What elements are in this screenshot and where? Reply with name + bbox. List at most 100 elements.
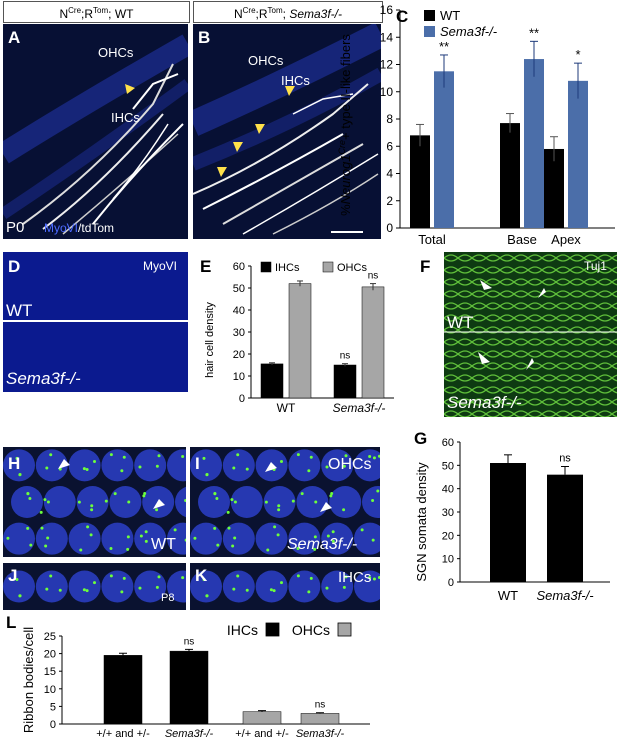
panel-d-stain: MyoVI xyxy=(143,259,178,273)
panel-h-cell xyxy=(167,522,186,555)
panel-b-ohc-label: OHCs xyxy=(248,53,284,68)
panel-i-ohc: OHCs xyxy=(328,456,372,473)
panel-j-ribbon xyxy=(18,594,22,598)
panel-i-ribbon xyxy=(376,489,380,493)
panel-c-sig: * xyxy=(575,47,580,62)
panel-j-cell xyxy=(68,570,101,603)
panel-h-ribbon xyxy=(44,544,48,548)
panel-i-ribbon xyxy=(236,453,240,457)
panel-c-xtick-label: Base xyxy=(507,232,537,247)
panel-d-ko: Sema3f-/- xyxy=(6,369,81,388)
panel-h-ribbon xyxy=(90,504,94,508)
panel-d-label: D xyxy=(8,257,21,276)
panel-e-sig: ns xyxy=(340,351,351,362)
panel-i-ribbon xyxy=(296,546,300,550)
panel-c-legend-label: Sema3f-/- xyxy=(440,24,498,39)
panel-h-ribbon xyxy=(82,467,86,471)
panel-i-ribbon xyxy=(342,508,346,512)
panel-e-xtick-label: Sema3f-/- xyxy=(333,401,386,415)
panel-c-ytick-label: 16 xyxy=(380,3,394,17)
panel-c-bar xyxy=(410,135,430,228)
panel-j-ribbon xyxy=(58,588,62,592)
panel-i-ribbon xyxy=(277,508,281,512)
panel-e-ytick-label: 0 xyxy=(239,393,245,405)
panel-i-cell xyxy=(222,449,255,482)
panel-i-ribbon xyxy=(232,466,236,470)
panel-g-ytick-label: 0 xyxy=(448,577,454,589)
panel-h-ribbon xyxy=(126,535,130,539)
panel-a-age: P0 xyxy=(6,219,25,236)
panel-h-cell xyxy=(35,449,68,482)
panel-l-ytick-label: 25 xyxy=(44,631,56,643)
panel-k-ribbon xyxy=(205,594,209,598)
panel-i-ribbon xyxy=(368,454,372,458)
panel-g-ytick-label: 30 xyxy=(442,507,454,519)
panel-c-sig: ** xyxy=(529,25,539,40)
panel-i-cell xyxy=(288,449,321,482)
panel-c-bar xyxy=(568,80,588,228)
panel-k-ribbon xyxy=(202,578,206,582)
panel-i-ribbon xyxy=(329,494,333,498)
panel-i-ribbon xyxy=(377,454,380,458)
panel-e-xtick-label: WT xyxy=(277,401,296,415)
panel-g-ytick-label: 50 xyxy=(442,460,454,472)
panel-g-label: G xyxy=(414,429,428,448)
panel-k-cell xyxy=(190,570,222,603)
panel-b-label: B xyxy=(198,28,211,47)
panel-l-ytick-label: 0 xyxy=(50,719,56,731)
panel-f-stain: Tuj1 xyxy=(584,259,607,273)
panel-k-cell xyxy=(288,570,321,603)
panel-i-ribbon xyxy=(205,473,209,477)
panel-c-xtick-label: Apex xyxy=(551,232,581,247)
panel-h-cells xyxy=(3,449,186,555)
panel-l-ytick-label: 15 xyxy=(44,666,56,678)
panel-c-legend-label: WT xyxy=(440,8,460,23)
panel-i-ribbon xyxy=(279,460,283,464)
panel-j-ribbon xyxy=(155,585,159,589)
panel-i-ribbon xyxy=(325,465,329,469)
panel-c-bar xyxy=(434,71,454,228)
panel-i-ribbon xyxy=(326,534,330,538)
panel-a-fibers xyxy=(3,34,188,235)
panel-a-header: NCre;RTom; WT xyxy=(3,1,190,23)
panel-H-arrow xyxy=(58,459,70,469)
panel-h-ribbon xyxy=(144,539,148,543)
panel-h-ribbon xyxy=(142,494,146,498)
panel-h-ribbon xyxy=(122,455,126,459)
panel-k-ribbon xyxy=(368,576,372,580)
panel-l-xtick-label: +/+ and +/- xyxy=(96,728,150,740)
panel-h-ribbon xyxy=(155,464,159,468)
panel-g-xtick-label: Sema3f-/- xyxy=(536,588,594,603)
panel-e-bar xyxy=(333,364,357,399)
panel-j-ribbon xyxy=(157,575,161,579)
panel-i-cell xyxy=(222,522,255,555)
panel-i-cells xyxy=(190,449,380,555)
panel-l-legend-swatch xyxy=(265,622,280,637)
panel-a-ihc-label: IHCs xyxy=(111,110,140,125)
panel-c-chart: %Neurog1Cre+ type II-like fibers 0 2 4 6 8 10… xyxy=(337,3,615,247)
panel-j-ribbon xyxy=(92,581,96,585)
panel-h-cell xyxy=(11,486,43,518)
panel-k-ribbon xyxy=(245,588,249,592)
panel-e-ytick-label: 60 xyxy=(233,261,245,273)
panel-k-label: K xyxy=(195,566,208,585)
panel-b-header: NCre;RTom; Sema3f-/- xyxy=(193,1,383,23)
panel-i-cell xyxy=(230,486,263,518)
panel-h-ribbon xyxy=(90,508,94,512)
panel-h-ribbon xyxy=(49,453,53,457)
panel-k-cell xyxy=(321,570,354,603)
panel-h-ribbon xyxy=(126,547,130,551)
panel-g-ytick-label: 40 xyxy=(442,484,454,496)
panel-h-cell xyxy=(76,486,109,518)
panel-h-cell xyxy=(35,522,68,555)
panel-d-divider xyxy=(3,320,188,322)
panel-l-xtick-label: Sema3f-/- xyxy=(296,728,345,740)
panel-h-ribbon xyxy=(157,454,161,458)
panel-c-xtick-label: Total xyxy=(418,232,446,247)
panel-H-arrow xyxy=(153,499,165,509)
panel-e-ytick-label: 10 xyxy=(233,371,245,383)
panel-a-stain: MyoVI/tdTom xyxy=(44,221,115,235)
panel-l-xtick-label: +/+ and +/- xyxy=(235,728,289,740)
panel-j-ribbon xyxy=(120,590,124,594)
panel-i-cell xyxy=(190,449,222,482)
